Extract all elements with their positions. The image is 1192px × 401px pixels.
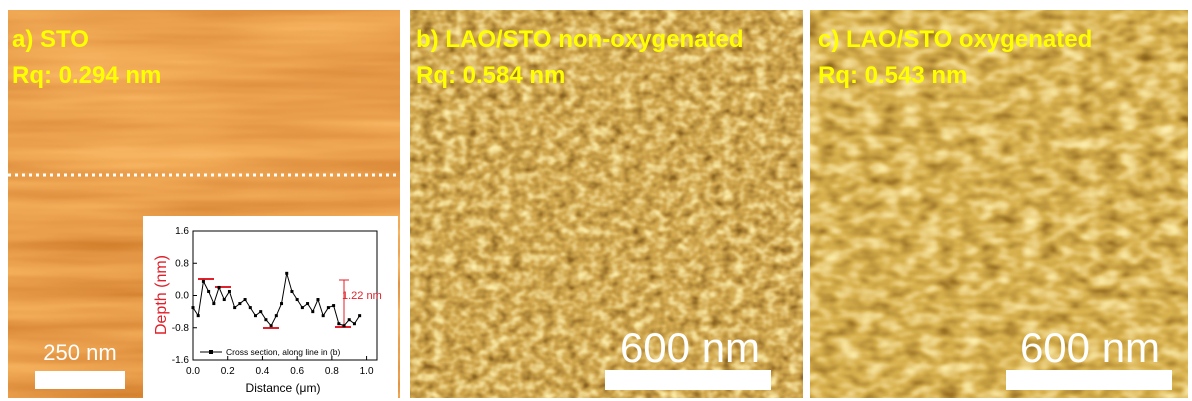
data-point <box>275 314 278 317</box>
data-point <box>358 314 361 317</box>
x-tick-label: 0.0 <box>186 366 200 377</box>
data-point <box>296 298 299 301</box>
data-point <box>254 314 257 317</box>
scale-bar-label: 600 nm <box>1020 324 1160 371</box>
data-point <box>301 306 304 309</box>
data-point <box>306 302 309 305</box>
data-point <box>285 272 288 275</box>
y-tick-label: 0.0 <box>175 291 189 302</box>
y-axis-label: Depth (nm) <box>153 255 170 335</box>
data-point <box>238 302 241 305</box>
data-point <box>327 306 330 309</box>
data-point <box>244 298 247 301</box>
data-point <box>264 318 267 321</box>
data-point <box>343 324 346 327</box>
data-point <box>316 298 319 301</box>
roughness: Rq: 0.543 nm <box>818 62 967 89</box>
data-point <box>228 290 231 293</box>
data-point <box>348 318 351 321</box>
scale-bar <box>1006 370 1172 390</box>
data-point <box>218 286 221 289</box>
data-point <box>337 322 340 325</box>
y-tick-label: -0.8 <box>172 323 190 334</box>
data-point <box>233 306 236 309</box>
y-tick-label: -1.6 <box>172 355 190 366</box>
x-tick-label: 1.0 <box>360 366 374 377</box>
x-axis-label: Distance (μm) <box>246 381 321 395</box>
panel-label: a) STO <box>12 26 89 53</box>
data-point <box>212 302 215 305</box>
y-tick-label: 1.6 <box>175 226 189 237</box>
data-point <box>332 304 335 307</box>
data-point <box>259 310 262 313</box>
data-point <box>249 306 252 309</box>
data-point <box>223 298 226 301</box>
scale-bar <box>605 370 771 390</box>
x-tick-label: 0.6 <box>290 366 304 377</box>
x-tick-label: 0.4 <box>255 366 269 377</box>
scale-bar-label: 600 nm <box>620 324 760 371</box>
legend-entry: Cross section, along line in (b) <box>226 347 341 357</box>
data-point <box>280 302 283 305</box>
data-point <box>207 290 210 293</box>
data-point <box>197 314 200 317</box>
annotation: 1.22 nm <box>342 290 382 302</box>
panel-label: c) LAO/STO oxygenated <box>818 26 1092 53</box>
x-tick-label: 0.2 <box>221 366 235 377</box>
y-tick-label: 0.8 <box>175 258 189 269</box>
data-point <box>322 314 325 317</box>
data-point <box>192 306 195 309</box>
roughness: Rq: 0.294 nm <box>12 62 161 89</box>
panel-label: b) LAO/STO non-oxygenated <box>416 26 744 53</box>
x-tick-label: 0.8 <box>325 366 339 377</box>
scale-bar <box>35 371 125 389</box>
data-point <box>353 322 356 325</box>
figure: a) STO Rq: 0.294 nm b) LAO/STO non-oxyge… <box>0 0 1192 401</box>
data-point <box>202 280 205 283</box>
scale-bar-label: 250 nm <box>43 340 116 365</box>
roughness: Rq: 0.584 nm <box>416 62 565 89</box>
page: a) STO Rq: 0.294 nm b) LAO/STO non-oxyge… <box>0 0 1192 401</box>
data-point <box>270 324 273 327</box>
data-point <box>311 310 314 313</box>
legend-marker <box>209 350 213 354</box>
data-point <box>290 290 293 293</box>
